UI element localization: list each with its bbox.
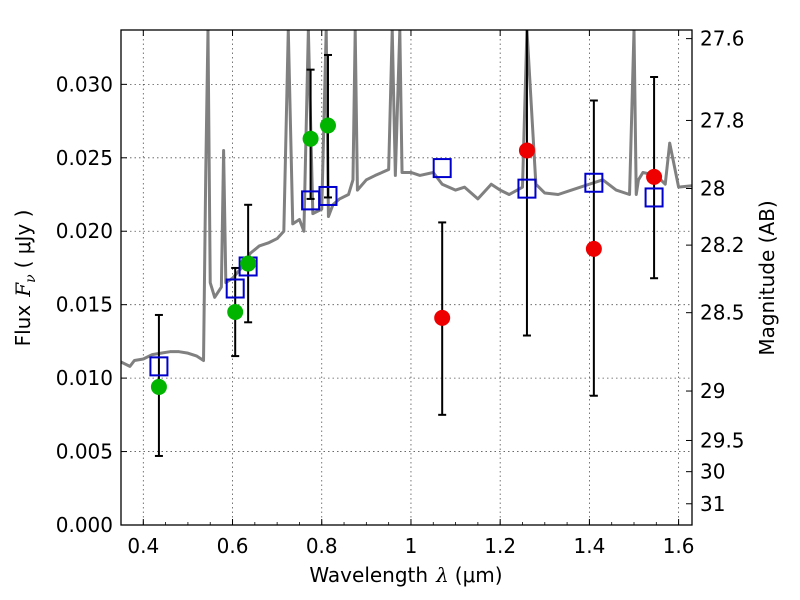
green-data-point [319, 117, 336, 134]
mag-tick-label: 30 [700, 460, 725, 484]
y-tick-label: 0.030 [56, 72, 113, 96]
y-tick-label: 0.020 [56, 219, 113, 243]
model-square-marker [318, 185, 338, 206]
mag-tick-label: 28 [700, 177, 725, 201]
y-tick-label: 0.010 [56, 366, 113, 390]
plot-frame [120, 29, 693, 526]
red-data-point [585, 240, 602, 257]
mag-tick-label: 29 [700, 379, 725, 403]
y2-axis-label: Magnitude (AB) [755, 200, 779, 355]
mag-tick-label: 28.5 [700, 301, 745, 325]
model-square-marker [584, 172, 604, 193]
red-data-point [646, 168, 663, 185]
x-tick-label: 0.8 [306, 534, 338, 558]
y-tick-label: 0.025 [56, 146, 113, 170]
x-tick-label: 0.4 [127, 534, 159, 558]
model-square-marker [432, 158, 452, 179]
x-tick-label: 1 [405, 534, 418, 558]
model-square-marker [644, 187, 664, 208]
model-square-marker [517, 178, 537, 199]
x-tick-label: 1.2 [484, 534, 516, 558]
mag-tick-label: 27.6 [700, 27, 745, 51]
green-data-point [302, 130, 319, 147]
y-tick-label: 0.005 [56, 440, 113, 464]
model-square-marker [149, 356, 169, 377]
green-data-point [240, 255, 257, 272]
red-data-point [434, 309, 451, 326]
x-tick-label: 1.4 [573, 534, 605, 558]
red-data-point [518, 142, 535, 159]
y-tick-label: 0.015 [56, 293, 113, 317]
x-tick-label: 1.6 [663, 534, 695, 558]
mag-tick-label: 29.5 [700, 428, 745, 452]
x-axis-label: Wavelength λ (μm) [309, 563, 502, 587]
green-data-point [227, 304, 244, 321]
mag-tick-label: 27.8 [700, 108, 745, 132]
x-tick-label: 0.6 [217, 534, 249, 558]
markers [149, 117, 664, 395]
mag-tick-label: 31 [700, 492, 725, 516]
ticks: 0.4 0.6 0.8 1 1.2 1.4 1.6 0.000 0.005 0.010 0.015 0… [56, 27, 745, 558]
green-data-point [150, 378, 167, 395]
spectrum-line [121, 30, 692, 368]
errorbars [154, 30, 659, 457]
mag-tick-label: 28.2 [700, 233, 745, 257]
y-axis-label: FluxFν( μJy ) [11, 210, 39, 347]
y-tick-label: 0.000 [56, 513, 113, 537]
model-square-marker [225, 278, 245, 299]
